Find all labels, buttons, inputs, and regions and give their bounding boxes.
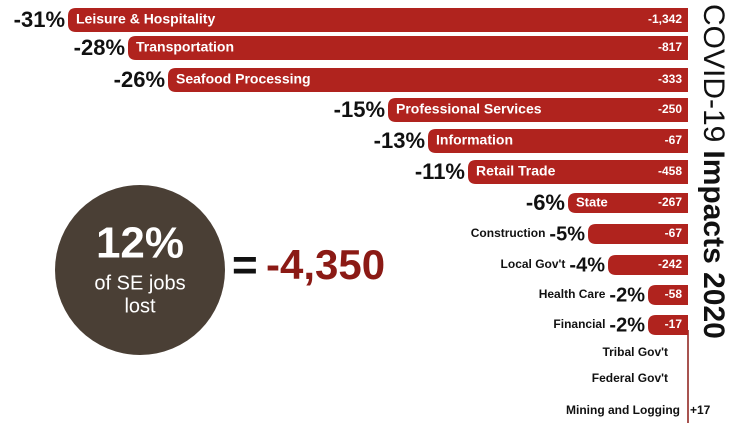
bar: [568, 193, 688, 213]
title-bold: Impacts 2020: [697, 150, 730, 338]
percent-label: -4%: [569, 254, 605, 276]
jobs-label: -333: [658, 72, 682, 86]
percent-label: -13%: [374, 128, 425, 153]
category-label: Leisure & Hospitality: [76, 11, 215, 27]
jobs-label: -242: [658, 257, 682, 271]
callout-circle: [55, 185, 225, 355]
bar: [608, 255, 688, 275]
percent-label: -31%: [14, 7, 65, 32]
category-label: Information: [436, 132, 513, 148]
jobs-label: -67: [665, 226, 683, 240]
bar: [468, 160, 688, 184]
percent-label: -6%: [526, 190, 565, 215]
jobs-label: -58: [665, 287, 683, 301]
chart-title: COVID-19 Impacts 2020: [697, 4, 730, 339]
percent-label: -2%: [609, 284, 645, 306]
bar: [648, 285, 688, 305]
category-label: Financial: [553, 317, 605, 331]
bar: [388, 98, 688, 122]
bar: [428, 129, 688, 153]
bar: [648, 315, 688, 335]
category-label: Professional Services: [396, 101, 542, 117]
percent-label: -26%: [114, 67, 165, 92]
title-light: COVID-19: [697, 4, 730, 142]
jobs-label: -267: [658, 195, 682, 209]
category-label: Retail Trade: [476, 163, 556, 179]
percent-label: -28%: [74, 35, 125, 60]
percent-label: -11%: [415, 159, 465, 184]
category-label: Local Gov't: [501, 257, 566, 271]
bar: [128, 36, 688, 60]
jobs-label: -250: [658, 102, 682, 116]
category-label: Transportation: [136, 39, 234, 55]
category-label: Mining and Logging: [566, 403, 680, 417]
category-label: Tribal Gov't: [602, 345, 668, 359]
jobs-label: +17: [690, 403, 711, 417]
callout-percent: 12%: [96, 219, 184, 268]
percent-label: -5%: [549, 223, 585, 245]
bar: [588, 224, 688, 244]
total-jobs: -4,350: [266, 241, 385, 288]
category-label: State: [576, 194, 608, 209]
category-label: Health Care: [539, 287, 606, 301]
jobs-label: -67: [665, 133, 683, 147]
callout-text: of SE jobs: [94, 272, 185, 294]
jobs-label: -817: [658, 40, 682, 54]
jobs-label: -17: [665, 317, 683, 331]
bar: [168, 68, 688, 92]
category-label: Seafood Processing: [176, 71, 311, 87]
equals-sign: =: [232, 241, 258, 290]
category-label: Federal Gov't: [592, 371, 668, 385]
callout-text: lost: [124, 295, 156, 317]
percent-label: -15%: [334, 97, 385, 122]
category-label: Construction: [471, 226, 546, 240]
percent-label: -2%: [609, 314, 645, 336]
bar: [68, 8, 688, 32]
jobs-label: -1,342: [648, 12, 682, 26]
jobs-label: -458: [658, 164, 682, 178]
